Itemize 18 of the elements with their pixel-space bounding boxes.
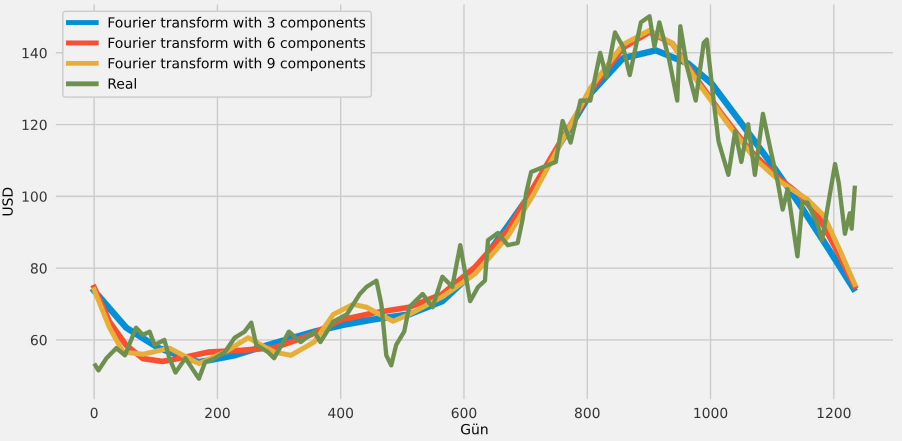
- x-tick-label: 400: [328, 408, 354, 418]
- y-tick-label: 80: [30, 263, 47, 274]
- x-axis-title: Gün: [461, 424, 488, 434]
- legend-label: Real: [108, 78, 136, 89]
- x-tick-label: 1200: [818, 408, 851, 418]
- legend-label: Fourier transform with 3 components: [108, 16, 366, 30]
- x-tick-label: 1000: [694, 408, 728, 418]
- x-tick-label: 0: [90, 408, 98, 418]
- legend-label: Fourier transform with 6 components: [108, 37, 366, 51]
- y-tick-label: 140: [22, 48, 47, 58]
- legend-label: Fourier transform with 9 components: [108, 58, 366, 72]
- y-tick-label: 100: [22, 191, 47, 202]
- y-tick-label: 60: [30, 334, 47, 346]
- y-tick-label: 120: [22, 120, 47, 130]
- x-tick-label: 800: [574, 408, 600, 418]
- x-tick-label: 200: [205, 408, 230, 418]
- y-axis-title: USD: [2, 188, 13, 216]
- x-tick-label: 600: [452, 408, 476, 418]
